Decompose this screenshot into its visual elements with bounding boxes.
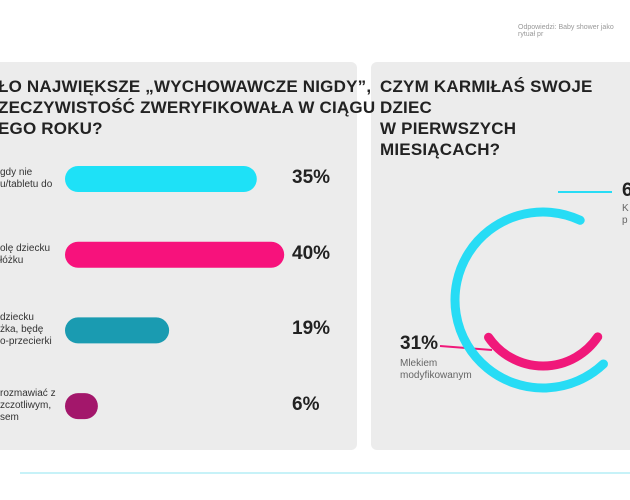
value-label: 40% (292, 242, 331, 264)
legend-label: Mlekiem modyfikowanym (400, 358, 472, 381)
bar (65, 166, 257, 192)
chart-title: ŁO NAJWIĘKSZE „WYCHOWAWCZE NIGDY”, ZECZY… (0, 77, 376, 138)
category-label: olę dziecku łóżku (0, 242, 51, 266)
value-label: 31% (400, 333, 439, 354)
legend-label: K p (622, 203, 629, 226)
bar (65, 317, 170, 344)
ring-arc (484, 332, 603, 371)
category-label: dziecku żka, będę o-przecierki (0, 312, 52, 348)
panel (371, 62, 630, 450)
category-label: rozmawiać z zczotliwym, sem (0, 388, 56, 424)
category-label: gdy nie u/tabletu do (0, 167, 53, 190)
value-label: 6 (622, 180, 630, 201)
bar (65, 241, 285, 268)
value-label: 19% (292, 318, 331, 340)
caption: Odpowiedzi: Baby shower jako rytuał pr (518, 24, 614, 38)
value-label: 35% (292, 167, 331, 188)
bar (65, 393, 98, 420)
value-label: 6% (292, 394, 320, 416)
chart-title: CZYM KARMIŁAŚ SWOJE DZIEC W PIERWSZYCH M… (380, 77, 593, 159)
ring-arc (450, 207, 608, 393)
